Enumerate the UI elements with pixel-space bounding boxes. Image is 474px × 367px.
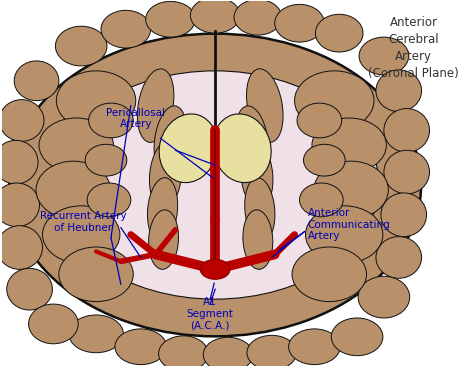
Ellipse shape — [191, 0, 240, 33]
Ellipse shape — [85, 144, 127, 176]
Ellipse shape — [294, 71, 374, 130]
Ellipse shape — [297, 103, 342, 138]
Ellipse shape — [43, 206, 120, 264]
Ellipse shape — [243, 210, 273, 269]
Ellipse shape — [376, 70, 421, 112]
Ellipse shape — [359, 37, 409, 75]
Ellipse shape — [56, 71, 136, 130]
Ellipse shape — [305, 206, 383, 264]
Text: Pericallosal
Artery: Pericallosal Artery — [106, 108, 165, 129]
Ellipse shape — [246, 69, 283, 142]
Ellipse shape — [59, 247, 133, 302]
Ellipse shape — [14, 61, 59, 101]
Ellipse shape — [115, 329, 166, 365]
Ellipse shape — [0, 140, 38, 184]
Ellipse shape — [292, 247, 366, 302]
Ellipse shape — [87, 183, 131, 217]
Ellipse shape — [147, 178, 178, 242]
Ellipse shape — [275, 4, 324, 42]
Ellipse shape — [289, 329, 340, 365]
Text: Anterior
Cerebral
Artery
(Coronal Plane): Anterior Cerebral Artery (Coronal Plane) — [368, 16, 459, 80]
Ellipse shape — [101, 10, 151, 48]
Ellipse shape — [300, 183, 343, 217]
Ellipse shape — [358, 276, 410, 318]
Text: A1
Segment
(A.C.A.): A1 Segment (A.C.A.) — [187, 297, 234, 331]
Ellipse shape — [51, 71, 379, 299]
Ellipse shape — [201, 259, 230, 279]
Ellipse shape — [213, 114, 271, 183]
Ellipse shape — [55, 26, 107, 66]
Ellipse shape — [331, 318, 383, 356]
Ellipse shape — [149, 210, 179, 269]
Ellipse shape — [384, 109, 429, 152]
Ellipse shape — [314, 161, 388, 219]
Ellipse shape — [149, 141, 182, 209]
Ellipse shape — [381, 193, 427, 237]
Ellipse shape — [376, 237, 421, 278]
Ellipse shape — [241, 141, 273, 209]
Ellipse shape — [89, 103, 133, 138]
Ellipse shape — [159, 336, 208, 367]
Ellipse shape — [0, 226, 43, 269]
Ellipse shape — [159, 114, 218, 183]
Ellipse shape — [9, 34, 421, 336]
Text: Recurrent Artery
of Heubner: Recurrent Artery of Heubner — [40, 211, 127, 233]
Ellipse shape — [247, 335, 297, 367]
Ellipse shape — [28, 304, 78, 344]
Ellipse shape — [39, 118, 113, 172]
Ellipse shape — [236, 106, 268, 175]
Text: Anterior
Communicating
Artery: Anterior Communicating Artery — [308, 208, 390, 241]
Ellipse shape — [234, 0, 282, 35]
Ellipse shape — [245, 178, 275, 242]
Ellipse shape — [7, 268, 53, 310]
Ellipse shape — [137, 69, 174, 142]
Ellipse shape — [312, 118, 386, 172]
Ellipse shape — [0, 99, 44, 141]
Ellipse shape — [384, 150, 429, 194]
Ellipse shape — [36, 161, 110, 219]
Ellipse shape — [303, 144, 345, 176]
Ellipse shape — [69, 315, 123, 353]
Ellipse shape — [0, 183, 39, 227]
Ellipse shape — [315, 14, 363, 52]
Ellipse shape — [146, 1, 195, 37]
Ellipse shape — [154, 106, 187, 175]
Ellipse shape — [203, 337, 253, 367]
